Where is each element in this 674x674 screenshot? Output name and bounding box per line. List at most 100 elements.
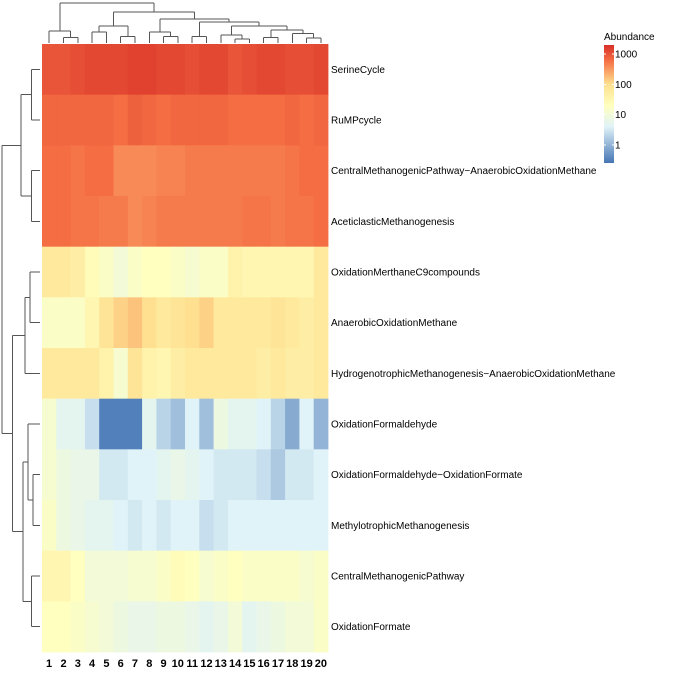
heatmap-cell (227, 601, 243, 653)
heatmap-cells (42, 44, 329, 653)
heatmap-cell (127, 398, 143, 450)
heatmap-cell (213, 145, 229, 197)
heatmap-cell (70, 398, 86, 450)
heatmap-cell (299, 94, 315, 146)
heatmap-cell (270, 246, 286, 298)
heatmap-cell (256, 348, 272, 400)
heatmap-cell (213, 44, 229, 96)
heatmap-cell (313, 94, 329, 146)
row-label: OxidationFormate (331, 622, 411, 633)
heatmap-cell (185, 44, 200, 96)
heatmap-cell (227, 550, 243, 602)
column-label: 4 (89, 658, 96, 670)
heatmap-cell (84, 398, 100, 450)
heatmap-cell (127, 601, 143, 653)
heatmap-cell (156, 44, 172, 96)
heatmap-cell (270, 94, 286, 146)
heatmap-cell (42, 94, 57, 146)
heatmap-cell (313, 297, 329, 349)
legend-ticks: 1000 100 10 1 (604, 50, 638, 151)
heatmap-cell (185, 94, 200, 146)
heatmap-cell (270, 196, 286, 248)
heatmap-cell (70, 348, 86, 400)
heatmap-cell (256, 601, 272, 653)
heatmap-cell (227, 398, 243, 450)
heatmap-cell (313, 145, 329, 197)
heatmap-cell (113, 449, 129, 501)
heatmap-cell (185, 145, 200, 197)
heatmap-cell (299, 348, 315, 400)
heatmap-cell (285, 500, 300, 552)
heatmap-cell (227, 449, 243, 501)
heatmap-cell (313, 398, 329, 450)
heatmap-cell (127, 449, 143, 501)
heatmap-cell (56, 348, 71, 400)
heatmap-cell (142, 196, 157, 248)
heatmap-cell (56, 44, 71, 96)
heatmap-cell (199, 145, 214, 197)
heatmap-cell (256, 550, 272, 602)
heatmap-cell (242, 196, 257, 248)
heatmap-cell (56, 94, 71, 146)
heatmap-cell (142, 246, 157, 298)
heatmap-cell (213, 398, 229, 450)
row-label: OxidationFormaldehyde−OxidationFormate (331, 470, 523, 481)
heatmap-cell (313, 44, 329, 96)
heatmap-cell (127, 196, 143, 248)
heatmap-cell (170, 44, 186, 96)
heatmap-cell (313, 196, 329, 248)
heatmap-cell (242, 297, 257, 349)
heatmap-cell (127, 94, 143, 146)
heatmap-cell (270, 398, 286, 450)
heatmap-cell (99, 246, 114, 298)
heatmap-cell (185, 246, 200, 298)
heatmap-cell (199, 196, 214, 248)
heatmap-cell (299, 601, 315, 653)
heatmap-cell (113, 500, 129, 552)
heatmap-cell (99, 601, 114, 653)
heatmap-cell (299, 246, 315, 298)
heatmap-cell (56, 500, 71, 552)
heatmap-cell (142, 500, 157, 552)
column-label: 9 (161, 658, 167, 670)
heatmap-cell (142, 145, 157, 197)
heatmap-cell (213, 348, 229, 400)
heatmap-cell (199, 44, 214, 96)
column-label: 7 (132, 658, 138, 670)
heatmap-cell (227, 246, 243, 298)
heatmap-cell (213, 550, 229, 602)
heatmap-cell (56, 398, 71, 450)
heatmap-cell (84, 145, 100, 197)
heatmap-cell (299, 398, 315, 450)
heatmap-cell (285, 398, 300, 450)
heatmap-cell (256, 246, 272, 298)
heatmap-cell (127, 145, 143, 197)
heatmap-cell (185, 398, 200, 450)
heatmap-cell (70, 500, 86, 552)
column-label: 12 (200, 658, 212, 670)
column-label: 20 (315, 658, 327, 670)
heatmap-cell (242, 145, 257, 197)
heatmap-cell (84, 449, 100, 501)
row-label: AnaerobicOxidationMethane (331, 318, 458, 329)
heatmap-cell (99, 398, 114, 450)
column-dendrogram (48, 2, 322, 43)
heatmap-cell (256, 44, 272, 96)
heatmap-cell (127, 500, 143, 552)
heatmap-cell (70, 94, 86, 146)
heatmap-cell (313, 246, 329, 298)
row-label: RuMPcycle (331, 116, 382, 127)
legend-tick-label: 1 (615, 140, 621, 151)
heatmap-cell (242, 398, 257, 450)
heatmap-cell (170, 94, 186, 146)
heatmap-cell (270, 601, 286, 653)
column-label: 10 (172, 658, 184, 670)
column-label: 5 (103, 658, 109, 670)
heatmap-cell (127, 550, 143, 602)
heatmap-cell (285, 196, 300, 248)
heatmap-cell (270, 500, 286, 552)
heatmap-cell (113, 196, 129, 248)
heatmap-cell (199, 348, 214, 400)
heatmap-cell (56, 449, 71, 501)
column-label: 11 (186, 658, 198, 670)
